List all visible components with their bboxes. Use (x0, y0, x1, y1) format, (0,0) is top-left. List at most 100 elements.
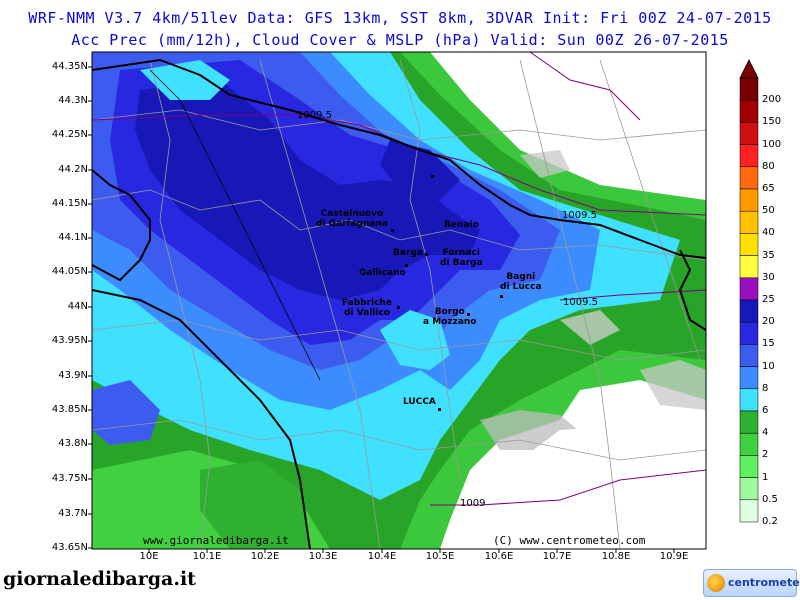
legend-swatch (739, 477, 759, 501)
regional-borders (92, 58, 706, 549)
legend-swatch (739, 99, 759, 123)
lat-label: 44N (67, 301, 88, 312)
chart-title-line1: WRF-NMM V3.7 4km/51lev Data: GFS 13km, S… (28, 9, 772, 27)
lat-label: 43.65N (51, 542, 88, 553)
lat-label: 44.35N (51, 61, 88, 72)
precip-area-6mm-inner (380, 310, 450, 370)
legend-swatch (739, 255, 759, 279)
lon-label: 10.1E (192, 551, 222, 562)
chart-title-line2: Acc Prec (mm/12h), Cloud Cover & MSLP (h… (71, 31, 729, 49)
cloud-cover-far-east (640, 360, 706, 410)
logo-text: centrometeo (728, 576, 800, 589)
legend-swatch (739, 188, 759, 212)
town-marker (425, 253, 428, 256)
lat-label: 43.7N (58, 508, 88, 519)
lon-label: 10.7E (542, 551, 572, 562)
legend-label: 4 (762, 427, 769, 439)
legend-swatch (739, 455, 759, 478)
town-label-renaio: Renaio (444, 220, 479, 230)
town-marker (405, 264, 408, 267)
lat-ticks (88, 66, 92, 549)
legend-label: 1 (762, 471, 769, 483)
legend-swatch (739, 388, 759, 412)
footer-site-name[interactable]: giornaledibarga.it (3, 568, 196, 590)
legend-label: 100 (762, 138, 782, 150)
legend-swatch (739, 233, 759, 256)
lat-label: 44.15N (51, 198, 88, 209)
town-label-castelnuovo: Castelnuovo di Garfagnana (316, 209, 388, 229)
watermark-right: (C) www.centrometeo.com (493, 534, 646, 547)
town-marker (431, 175, 434, 178)
town-label-barga: Barga (393, 248, 423, 258)
lat-label: 44.3N (58, 95, 88, 106)
isobar-label: 1009.5 (563, 297, 598, 308)
town-marker (397, 306, 400, 309)
legend-swatch (739, 210, 759, 234)
town-label-fabbriche: Fabbriche di Vallico (342, 298, 392, 318)
town-marker (438, 408, 441, 411)
precip-area-6mm-north (140, 60, 230, 100)
municipal-borders (92, 59, 706, 549)
town-label-lucca: LUCCA (403, 397, 436, 407)
legend-swatch (739, 321, 759, 345)
legend-swatch (739, 277, 759, 301)
no-precip-area-se (460, 420, 706, 549)
legend-label: 80 (762, 160, 775, 172)
centrometeo-logo[interactable]: centrometeo (703, 569, 800, 597)
lat-label: 44.2N (58, 164, 88, 175)
lon-label: 10.5E (425, 551, 455, 562)
legend-label: 40 (762, 227, 775, 239)
town-label-borgo: Borgo a Mozzano (423, 307, 477, 327)
legend-label: 10 (762, 360, 775, 372)
legend-label: 8 (762, 382, 769, 394)
legend-label: 65 (762, 183, 775, 194)
map-frame (91, 51, 707, 550)
legend-label: 0.5 (762, 493, 778, 505)
lat-label: 43.75N (51, 473, 88, 484)
legend-label: 25 (762, 294, 775, 305)
lon-label: 10.9E (659, 551, 689, 562)
legend-swatch (739, 366, 759, 390)
watermark-left: www.giornaledibarga.it (143, 534, 289, 547)
town-marker (391, 229, 394, 232)
cloud-cover-east (520, 150, 570, 178)
precip-area-20mm (135, 80, 480, 300)
isobar-label: 1009.5 (297, 110, 332, 121)
lon-ticks (148, 549, 675, 553)
isobar-label: 1009.5 (562, 210, 597, 221)
lon-label: 10.6E (484, 551, 514, 562)
legend-label: 150 (762, 116, 782, 128)
lat-label: 44.1N (58, 232, 88, 243)
precip-area-10mm-sw (92, 380, 160, 445)
town-label-fornaci: Fornaci di Barga (440, 248, 483, 268)
lon-label: 10.8E (601, 551, 631, 562)
legend-label: 2 (762, 449, 769, 461)
lon-label: 10.3E (308, 551, 338, 562)
legend-swatch (739, 166, 759, 190)
legend-swatch (739, 299, 759, 323)
lon-label: 10E (139, 551, 159, 562)
legend-label: 0.2 (762, 516, 778, 527)
legend-swatch (739, 410, 759, 434)
lat-label: 43.8N (58, 438, 88, 449)
legend-label: 6 (762, 405, 769, 416)
legend-arrow-top (739, 59, 759, 79)
isobar-label: 1009 (460, 498, 486, 509)
no-precip-area-ne (500, 52, 706, 190)
legend-label: 35 (762, 249, 775, 261)
legend-label: 15 (762, 338, 775, 350)
town-label-gallicano: Gallicano (359, 268, 406, 278)
legend-label: 30 (762, 271, 775, 283)
legend-swatch (739, 144, 759, 168)
town-marker (500, 295, 503, 298)
lat-label: 43.95N (51, 335, 88, 346)
legend-label: 20 (762, 316, 775, 328)
town-label-bagni: Bagni di Lucca (500, 272, 542, 292)
legend-swatch (739, 122, 759, 145)
legend-colorbar (739, 77, 759, 523)
legend-label: 200 (762, 94, 782, 106)
lon-label: 10.4E (367, 551, 397, 562)
lat-label: 44.25N (51, 129, 88, 140)
legend-label: 50 (762, 205, 775, 217)
